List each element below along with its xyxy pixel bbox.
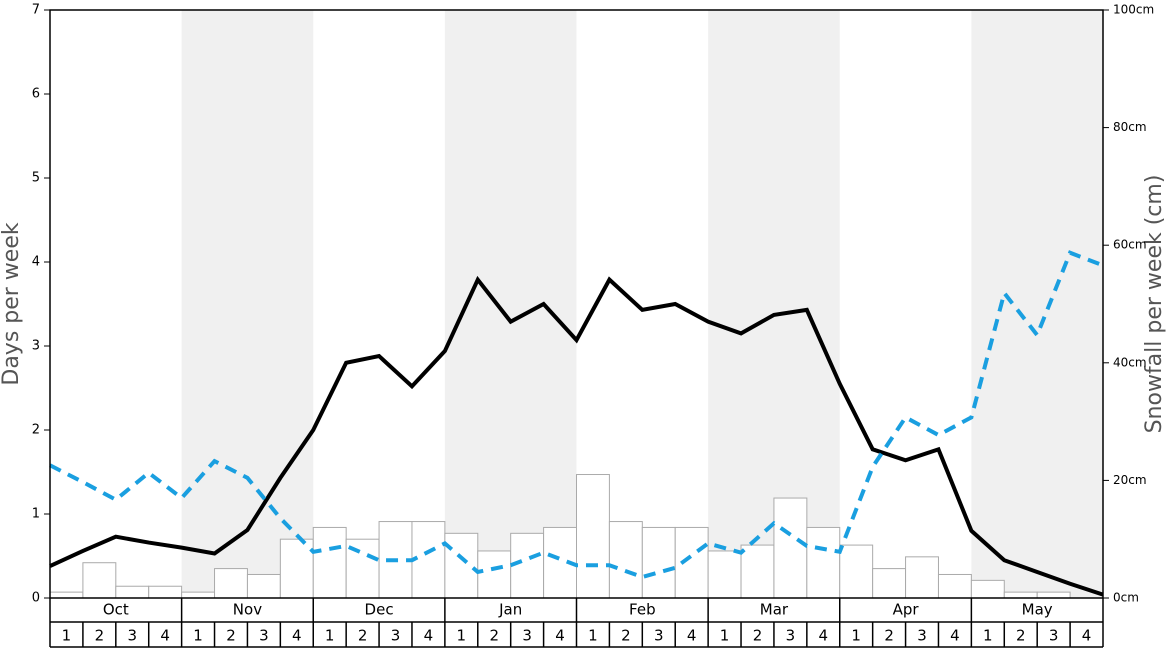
bar — [1003, 591, 1038, 599]
x-tick-label: 3 — [654, 627, 664, 645]
y2-axis-label: Snowfall per week (cm) — [1142, 175, 1167, 434]
bar — [872, 568, 907, 599]
line-series — [49, 250, 1104, 580]
month-label: Nov — [233, 601, 262, 619]
y-tick-label: 3 — [32, 339, 40, 354]
month-label: May — [1022, 601, 1053, 619]
y-tick-label: 2 — [32, 423, 40, 438]
bar — [214, 568, 248, 599]
bar — [905, 556, 939, 599]
bar — [82, 562, 117, 599]
bar — [510, 532, 545, 599]
line-series — [49, 275, 1104, 597]
bar — [641, 526, 676, 599]
x-tick-label: 4 — [292, 627, 302, 645]
bar — [312, 526, 347, 599]
x-tick-label: 4 — [819, 627, 829, 645]
month-band — [181, 10, 314, 598]
bar — [937, 573, 972, 599]
x-tick-label: 2 — [358, 627, 368, 645]
x-tick-label: 2 — [884, 627, 894, 645]
x-tick-label: 3 — [522, 627, 532, 645]
x-tick-label: 1 — [720, 627, 730, 645]
y2-tick-label: 20cm — [1113, 473, 1147, 487]
x-tick-label: 3 — [917, 627, 927, 645]
y-tick-label: 6 — [32, 87, 40, 102]
bar — [477, 550, 512, 599]
bar — [674, 526, 709, 599]
y-tick-label: 7 — [32, 3, 40, 18]
y-tick-label: 0 — [32, 591, 40, 606]
x-tick-label: 4 — [1082, 627, 1092, 645]
x-tick-label: 2 — [95, 627, 105, 645]
x-tick-label: 2 — [621, 627, 631, 645]
x-tick-label: 1 — [851, 627, 861, 645]
y2-tick-label: 0cm — [1113, 591, 1139, 605]
month-label: Apr — [893, 601, 920, 619]
bar — [1036, 591, 1071, 599]
y2-tick-label: 40cm — [1113, 355, 1147, 369]
x-tick-label: 1 — [588, 627, 598, 645]
bar — [148, 585, 183, 599]
y2-tick-label: 80cm — [1113, 120, 1147, 134]
bar — [839, 544, 874, 599]
y2-tick-label: 60cm — [1113, 238, 1147, 252]
month-band — [971, 10, 1103, 598]
x-tick-label: 1 — [325, 627, 335, 645]
x-tick-label: 1 — [62, 627, 72, 645]
x-tick-label: 4 — [950, 627, 960, 645]
y-axis-label: Days per week — [0, 222, 24, 385]
bar — [608, 521, 643, 599]
bar — [444, 532, 479, 599]
month-label: Feb — [629, 601, 656, 619]
month-label: Oct — [103, 601, 129, 619]
bar — [740, 544, 775, 599]
bar — [49, 591, 84, 599]
y-tick-label: 5 — [32, 171, 40, 186]
x-tick-label: 3 — [1049, 627, 1059, 645]
y2-tick-label: 100cm — [1113, 3, 1154, 17]
x-tick-label: 3 — [391, 627, 401, 645]
y-tick-label: 4 — [32, 255, 40, 270]
bar — [181, 591, 216, 599]
x-tick-label: 4 — [160, 627, 170, 645]
x-tick-label: 3 — [786, 627, 796, 645]
x-tick-label: 2 — [1016, 627, 1026, 645]
bar — [115, 585, 150, 599]
bar — [806, 526, 841, 599]
bar — [246, 573, 281, 599]
x-tick-label: 4 — [555, 627, 565, 645]
month-label: Mar — [760, 601, 789, 619]
bar — [279, 538, 314, 599]
x-tick-label: 1 — [193, 627, 203, 645]
bar — [970, 579, 1005, 599]
month-label: Dec — [365, 601, 394, 619]
x-tick-label: 3 — [127, 627, 137, 645]
bar — [707, 550, 742, 599]
bar — [576, 474, 610, 599]
month-label: Jan — [498, 601, 522, 619]
bar — [773, 497, 808, 599]
x-tick-label: 4 — [424, 627, 434, 645]
x-tick-label: 1 — [983, 627, 993, 645]
y-tick-label: 1 — [32, 507, 40, 522]
x-tick-label: 4 — [687, 627, 697, 645]
x-tick-label: 3 — [259, 627, 269, 645]
x-tick-label: 2 — [489, 627, 499, 645]
x-tick-label: 1 — [457, 627, 467, 645]
x-tick-label: 2 — [226, 627, 236, 645]
x-tick-label: 2 — [753, 627, 763, 645]
